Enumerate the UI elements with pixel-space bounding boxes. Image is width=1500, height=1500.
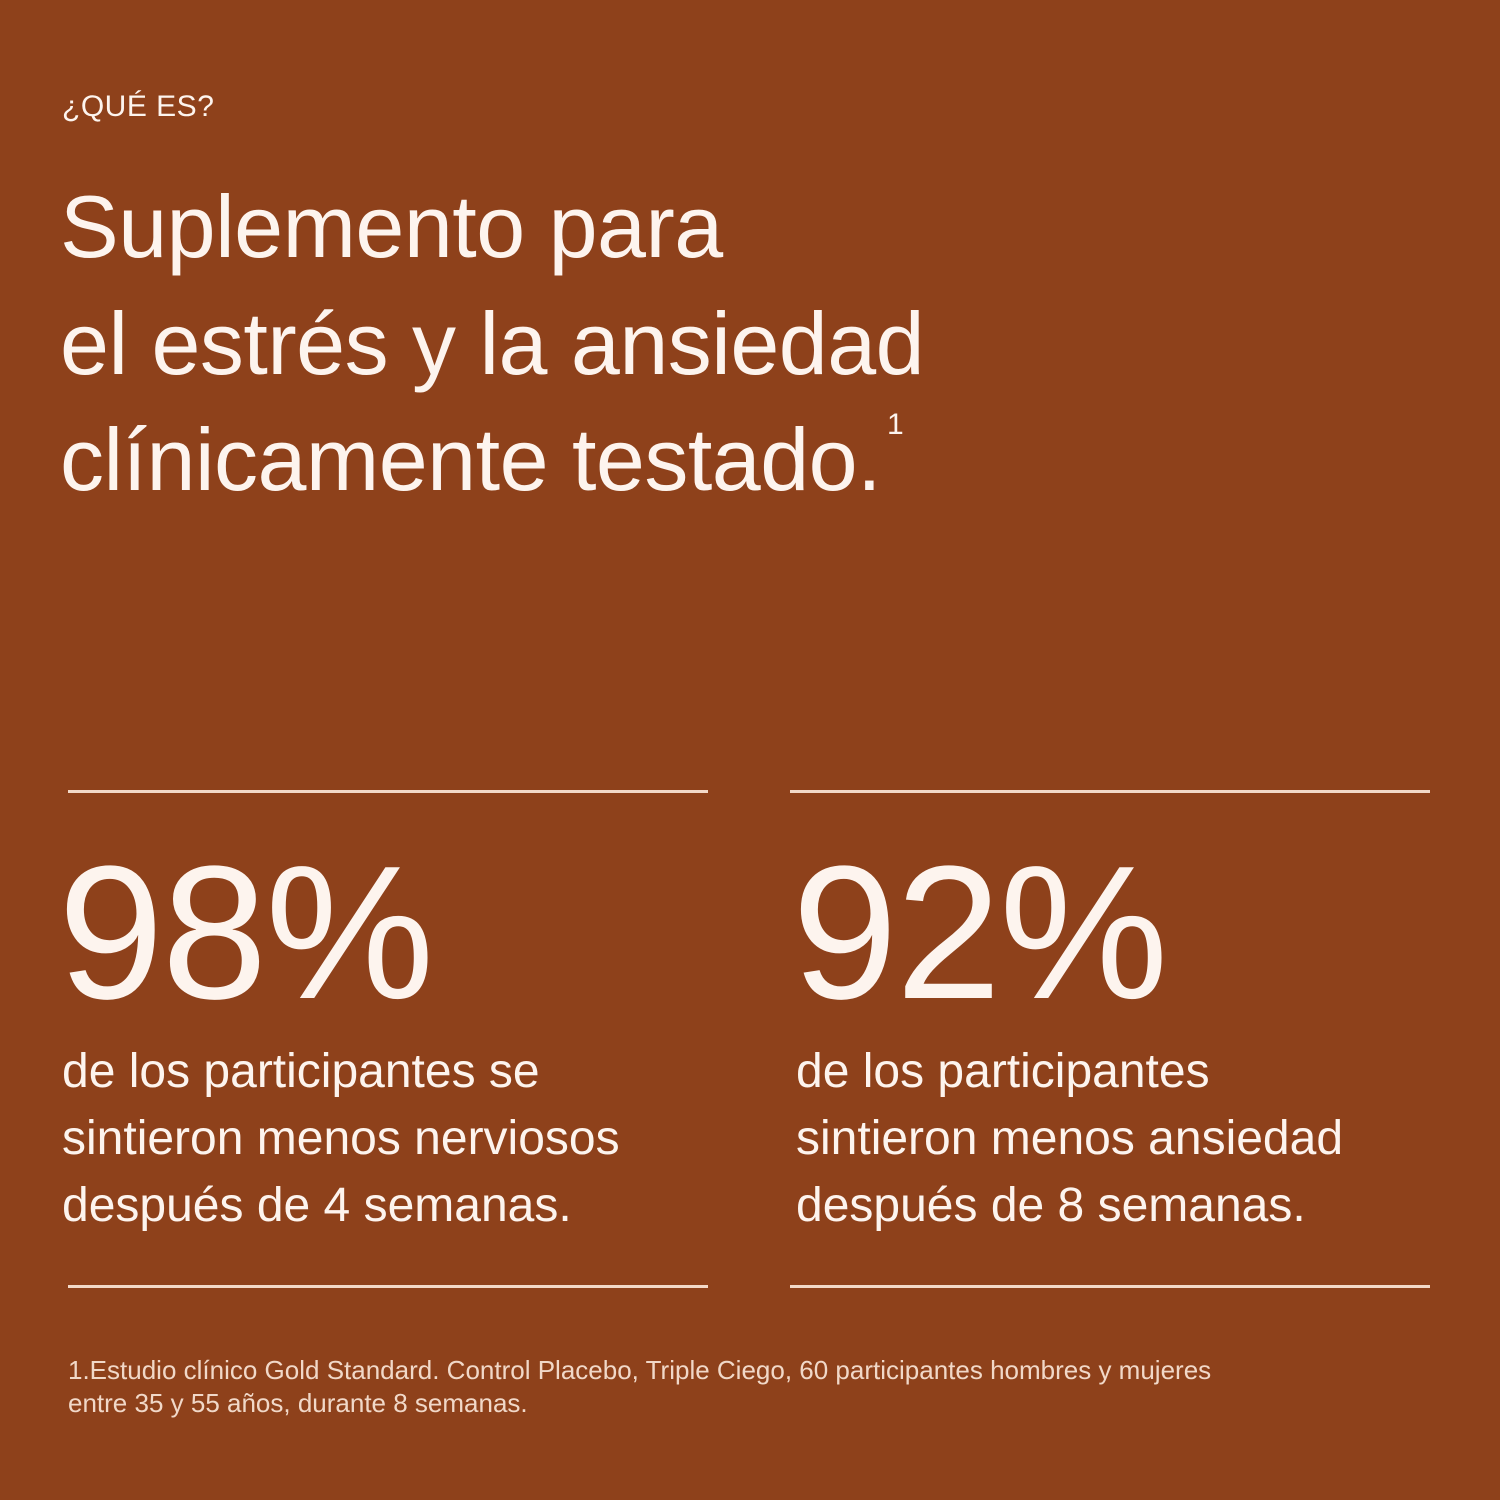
stat-description: sintieron menos ansiedad xyxy=(796,1112,1344,1165)
footnote-line: 1.Estudio clínico Gold Standard. Control… xyxy=(68,1355,1212,1385)
stat-description: sintieron menos nerviosos xyxy=(62,1112,620,1165)
stat-figure: 92% xyxy=(792,827,1168,1039)
footnote-marker: 1 xyxy=(887,408,904,441)
headline-line: el estrés y la ansiedad xyxy=(60,294,925,393)
footnote-line: entre 35 y 55 años, durante 8 semanas. xyxy=(68,1388,528,1418)
divider xyxy=(790,790,1430,793)
divider xyxy=(68,1285,708,1288)
divider xyxy=(790,1285,1430,1288)
headline-line: Suplemento para xyxy=(60,177,723,276)
stat-description: después de 4 semanas. xyxy=(62,1179,572,1232)
stat-figure: 98% xyxy=(58,827,434,1039)
stat-description: después de 8 semanas. xyxy=(796,1179,1306,1232)
eyebrow: ¿QUÉ ES? xyxy=(62,90,215,123)
stat-description: de los participantes se xyxy=(62,1045,540,1098)
stat-description: de los participantes xyxy=(796,1045,1210,1098)
divider xyxy=(68,790,708,793)
headline-line: clínicamente testado. xyxy=(60,410,882,509)
